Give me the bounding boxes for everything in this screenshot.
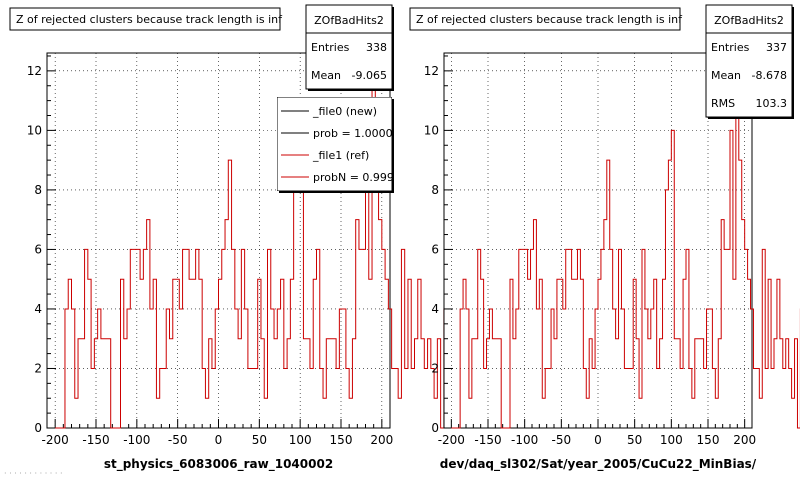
stats-box: [305, 4, 393, 90]
legend-label: prob = 1.000000: [313, 127, 407, 140]
x-tick-label: 100: [660, 433, 683, 447]
x-tick-label: 50: [627, 433, 642, 447]
stats-value: -8.678: [752, 69, 787, 82]
x-tick-label: -100: [123, 433, 150, 447]
title-box: [9, 7, 281, 31]
footer-text: · · · · · · · · · · · ·: [4, 469, 63, 478]
legend-box: [277, 97, 392, 191]
x-tick-label: -100: [511, 433, 538, 447]
stats-label: Entries: [311, 41, 350, 54]
y-tick-label: 10: [27, 123, 42, 137]
x-tick-label: -200: [438, 433, 465, 447]
chart-title: Z of rejected clusters because track len…: [16, 13, 283, 26]
stats-label: Mean: [711, 69, 741, 82]
x-tick-label: -50: [168, 433, 188, 447]
x-tick-label: -150: [82, 433, 109, 447]
legend-label: _file1 (ref): [312, 149, 369, 162]
chart-title: Z of rejected clusters because track len…: [416, 13, 683, 26]
y-tick-label: 8: [431, 183, 439, 197]
stats-value: -9.065: [352, 69, 387, 82]
x-tick-label: -150: [474, 433, 501, 447]
x-tick-label: 0: [215, 433, 223, 447]
y-tick-label: 8: [34, 183, 42, 197]
legend-label: probN = 0.99952: [313, 171, 408, 184]
y-tick-label: 10: [424, 123, 439, 137]
x-tick-label: 150: [697, 433, 720, 447]
x-tick-label: 200: [370, 433, 393, 447]
x-axis-label: dev/daq_sl302/Sat/year_2005/CuCu22_MinBi…: [440, 457, 757, 472]
legend-label: _file0 (new): [312, 105, 377, 118]
y-tick-label: 0: [431, 421, 439, 435]
stats-name: ZOfBadHits2: [314, 14, 384, 27]
stats-label: Entries: [711, 41, 750, 54]
histogram-series-line: [451, 70, 800, 429]
y-tick-label: 12: [27, 64, 42, 78]
x-tick-label: 150: [330, 433, 353, 447]
x-tick-label: 100: [289, 433, 312, 447]
y-tick-label: 0: [34, 421, 42, 435]
x-tick-label: -50: [552, 433, 572, 447]
stats-value: 338: [366, 41, 387, 54]
y-tick-label: 6: [34, 242, 42, 256]
y-tick-label: 4: [34, 302, 42, 316]
y-tick-label: 12: [424, 64, 439, 78]
y-tick-label: 6: [431, 242, 439, 256]
title-box: [409, 7, 681, 31]
stats-box: [705, 4, 793, 118]
stats-name: ZOfBadHits2: [714, 14, 784, 27]
stats-value: 337: [766, 41, 787, 54]
stats-label: RMS: [711, 97, 735, 110]
x-tick-label: 0: [594, 433, 602, 447]
histogram-panel-2: -200 -150 -100 -50 0 50 100 150 200 0 2 4 6 8 10 12 Z of…: [409, 4, 800, 472]
x-tick-label: -200: [42, 433, 69, 447]
stats-value: 103.3: [756, 97, 788, 110]
x-tick-label: 50: [252, 433, 267, 447]
stats-label: Mean: [311, 69, 341, 82]
x-tick-label: 200: [733, 433, 756, 447]
x-axis-label: st_physics_6083006_raw_1040002: [104, 457, 333, 472]
y-tick-label: 4: [431, 302, 439, 316]
legend-clip: _file0 (new) prob = 1.000000 _file1 (ref) p…: [277, 97, 408, 191]
y-tick-label: 2: [431, 361, 439, 375]
y-tick-label: 2: [34, 361, 42, 375]
